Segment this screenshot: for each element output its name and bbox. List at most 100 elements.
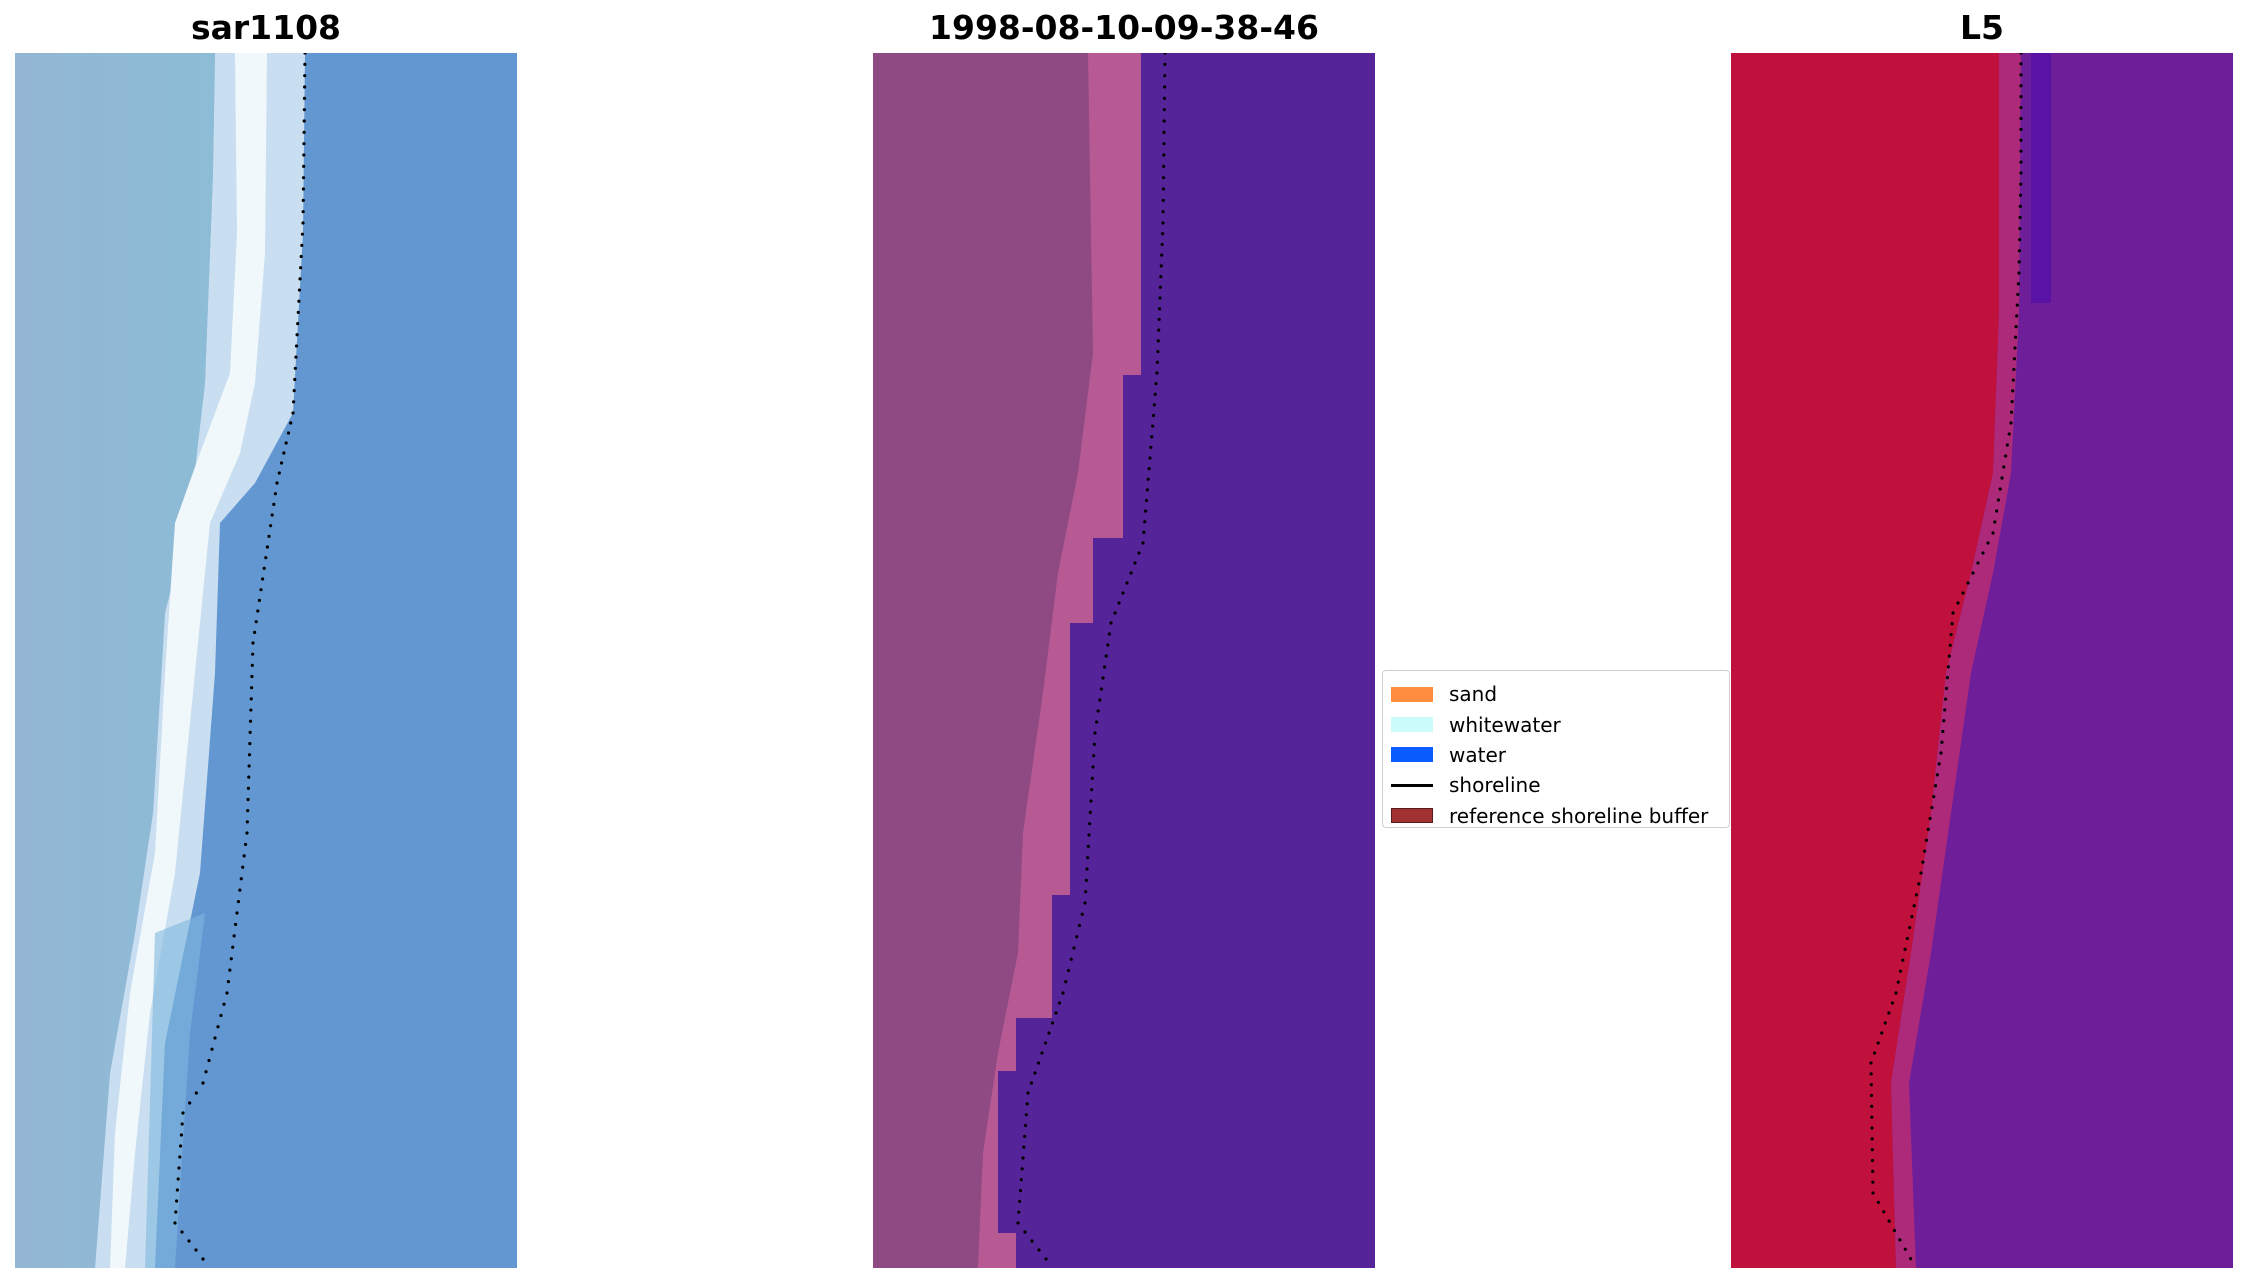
shoreline-dot (251, 641, 255, 645)
shoreline-dot (1933, 784, 1938, 788)
shoreline-dot (1944, 697, 1948, 701)
shoreline-dot (302, 119, 306, 123)
shoreline-dot (302, 164, 306, 168)
shoreline-dot (1159, 274, 1163, 279)
shoreline-dot (2018, 215, 2022, 220)
shoreline-dot (236, 899, 241, 904)
shoreline-dot (1944, 686, 1949, 690)
shoreline-dot (2013, 335, 2018, 339)
shoreline-dot (207, 1058, 211, 1063)
legend-swatch-whitewater (1391, 717, 1433, 733)
shoreline-dot (249, 708, 253, 712)
shoreline-dot (1104, 654, 1108, 658)
shoreline-dot (1093, 731, 1097, 735)
shoreline-dot (1870, 1126, 1874, 1130)
shoreline-dot (1080, 912, 1084, 916)
shoreline-dot (303, 74, 307, 78)
shoreline-dot (1162, 96, 1167, 100)
shoreline-dot (1950, 622, 1954, 626)
shoreline-dot (1961, 591, 1965, 595)
shoreline-dot (256, 609, 260, 613)
shoreline-dot (1871, 1191, 1875, 1195)
shoreline-dot (2002, 465, 2006, 469)
shoreline-dot (1948, 643, 1952, 647)
shoreline-dot (1064, 980, 1068, 984)
panel-title-index: L5 (1960, 8, 2004, 47)
shoreline-dot (1909, 1257, 1913, 1261)
shoreline-dot (1157, 307, 1162, 311)
shoreline-dot (1133, 561, 1137, 565)
shoreline-dot (264, 556, 268, 560)
shoreline-dot (270, 513, 274, 517)
legend-item-whitewater: whitewater (1383, 709, 1729, 739)
shoreline-dot (1151, 424, 1155, 428)
shoreline-dot (2012, 367, 2016, 372)
shoreline-dot (1869, 1061, 1873, 1065)
shoreline-dot (1869, 1072, 1873, 1076)
shoreline-dot (2000, 476, 2004, 480)
shoreline-dot (259, 588, 263, 592)
shoreline-dot (1125, 581, 1129, 585)
shoreline-dot (1075, 935, 1079, 939)
classified-image (873, 53, 1375, 1268)
shoreline-dot (226, 979, 231, 984)
shoreline-dot (1870, 1115, 1874, 1119)
shoreline-dot (1023, 1230, 1027, 1234)
shoreline-dot (2018, 193, 2023, 197)
shoreline-dot (1153, 392, 1157, 396)
shoreline-dot (247, 764, 251, 768)
shoreline-dot (2013, 346, 2017, 350)
shoreline-dot (286, 431, 291, 435)
shoreline-dot (2009, 410, 2014, 414)
shoreline-dot (1919, 871, 1923, 875)
shoreline-dot (174, 1210, 178, 1214)
shoreline-dot (1020, 1167, 1024, 1171)
shoreline-dot (1998, 487, 2002, 491)
shoreline-dot (1908, 925, 1912, 930)
shoreline-dot (297, 288, 302, 292)
shoreline-dot (296, 310, 300, 315)
shoreline-dot (2009, 421, 2013, 425)
shoreline-dot (1924, 838, 1929, 842)
shoreline-dot (2019, 53, 2023, 55)
shoreline-dot (275, 481, 279, 485)
shoreline-dot (1141, 541, 1145, 545)
shoreline-dot (201, 1081, 205, 1085)
shoreline-dot (1876, 1041, 1880, 1045)
shoreline-dot (262, 566, 266, 570)
legend-item-water: water (1383, 740, 1729, 770)
shoreline-dot (1880, 1031, 1884, 1035)
shoreline-dot (291, 411, 295, 415)
shoreline-dot (246, 786, 251, 790)
shoreline-dot (1044, 1257, 1048, 1261)
legend: sand whitewater water shoreline referenc… (1382, 670, 1730, 828)
shoreline-dot (2019, 171, 2023, 175)
shoreline-dot (1143, 520, 1147, 524)
classified-image-panel (873, 53, 1375, 1268)
shoreline-dot (1896, 980, 1900, 984)
shoreline-dot (248, 730, 252, 735)
shoreline-dot (1091, 765, 1095, 769)
shoreline-dot (1022, 1145, 1026, 1149)
shoreline-dot (1887, 1219, 1891, 1223)
shoreline-dot (1945, 676, 1950, 680)
shoreline-dot (2019, 160, 2023, 164)
shoreline-dot (1084, 878, 1088, 882)
shoreline-dot (1871, 1169, 1875, 1173)
shoreline-dot (1162, 119, 1166, 123)
shoreline-dot (1054, 1011, 1058, 1015)
shoreline-dot (1023, 1134, 1027, 1138)
shoreline-dot (2005, 443, 2009, 447)
shoreline-dot (181, 1111, 185, 1115)
shoreline-dot (1061, 991, 1065, 995)
legend-item-shoreline: shoreline (1383, 770, 1729, 800)
shoreline-dot (1149, 445, 1153, 449)
shoreline-dot (235, 911, 239, 915)
shoreline-dot (1157, 317, 1161, 322)
shoreline-dot (1121, 591, 1125, 595)
shoreline-dot (1089, 799, 1093, 803)
shoreline-dot (247, 775, 251, 779)
shoreline-dot (1163, 74, 1167, 78)
shoreline-dot (249, 697, 253, 701)
shoreline-dot (1941, 729, 1945, 734)
